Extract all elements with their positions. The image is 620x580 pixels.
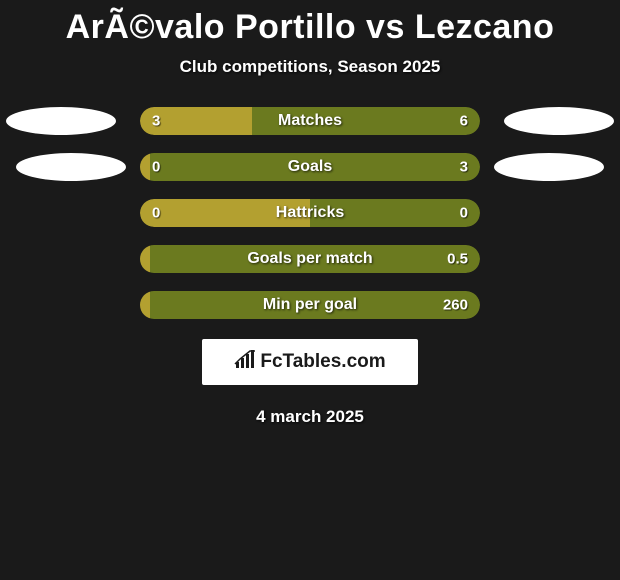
title: ArÃ©valo Portillo vs Lezcano <box>66 8 555 47</box>
logo-text: FcTables.com <box>260 351 385 373</box>
stat-row: 3 6 Matches <box>0 107 620 135</box>
value-right: 3 <box>460 159 468 176</box>
player-left-ellipse <box>16 153 126 181</box>
bar-left-fill <box>140 153 150 181</box>
chart-icon <box>234 350 256 375</box>
value-left: 0 <box>152 205 160 222</box>
bar-left-fill <box>140 245 150 273</box>
player-right-ellipse <box>504 107 614 135</box>
value-right: 0 <box>460 205 468 222</box>
stat-label: Min per goal <box>263 296 357 314</box>
bar-left-fill <box>140 291 150 319</box>
stat-row: 0 0 Hattricks <box>0 199 620 227</box>
date: 4 march 2025 <box>256 407 364 427</box>
stat-bar: 260 Min per goal <box>140 291 480 319</box>
stat-bar: 0.5 Goals per match <box>140 245 480 273</box>
value-left: 3 <box>152 113 160 130</box>
stat-bar: 0 3 Goals <box>140 153 480 181</box>
stat-label: Goals per match <box>247 250 372 268</box>
value-right: 260 <box>443 297 468 314</box>
player-right-ellipse <box>494 153 604 181</box>
comparison-card: ArÃ©valo Portillo vs Lezcano Club compet… <box>0 0 620 427</box>
stat-row: 260 Min per goal <box>0 291 620 319</box>
stat-bar: 0 0 Hattricks <box>140 199 480 227</box>
stat-row: 0.5 Goals per match <box>0 245 620 273</box>
stat-rows: 3 6 Matches 0 3 Goals 0 0 Hattricks 0.5 Goals per … <box>0 107 620 319</box>
stat-bar: 3 6 Matches <box>140 107 480 135</box>
value-right: 0.5 <box>447 251 468 268</box>
value-left: 0 <box>152 159 160 176</box>
stat-label: Matches <box>278 112 342 130</box>
logo-card[interactable]: FcTables.com <box>202 339 418 385</box>
subtitle: Club competitions, Season 2025 <box>180 57 441 77</box>
value-right: 6 <box>460 113 468 130</box>
player-left-ellipse <box>6 107 116 135</box>
stat-label: Hattricks <box>276 204 344 222</box>
stat-label: Goals <box>288 158 332 176</box>
stat-row: 0 3 Goals <box>0 153 620 181</box>
